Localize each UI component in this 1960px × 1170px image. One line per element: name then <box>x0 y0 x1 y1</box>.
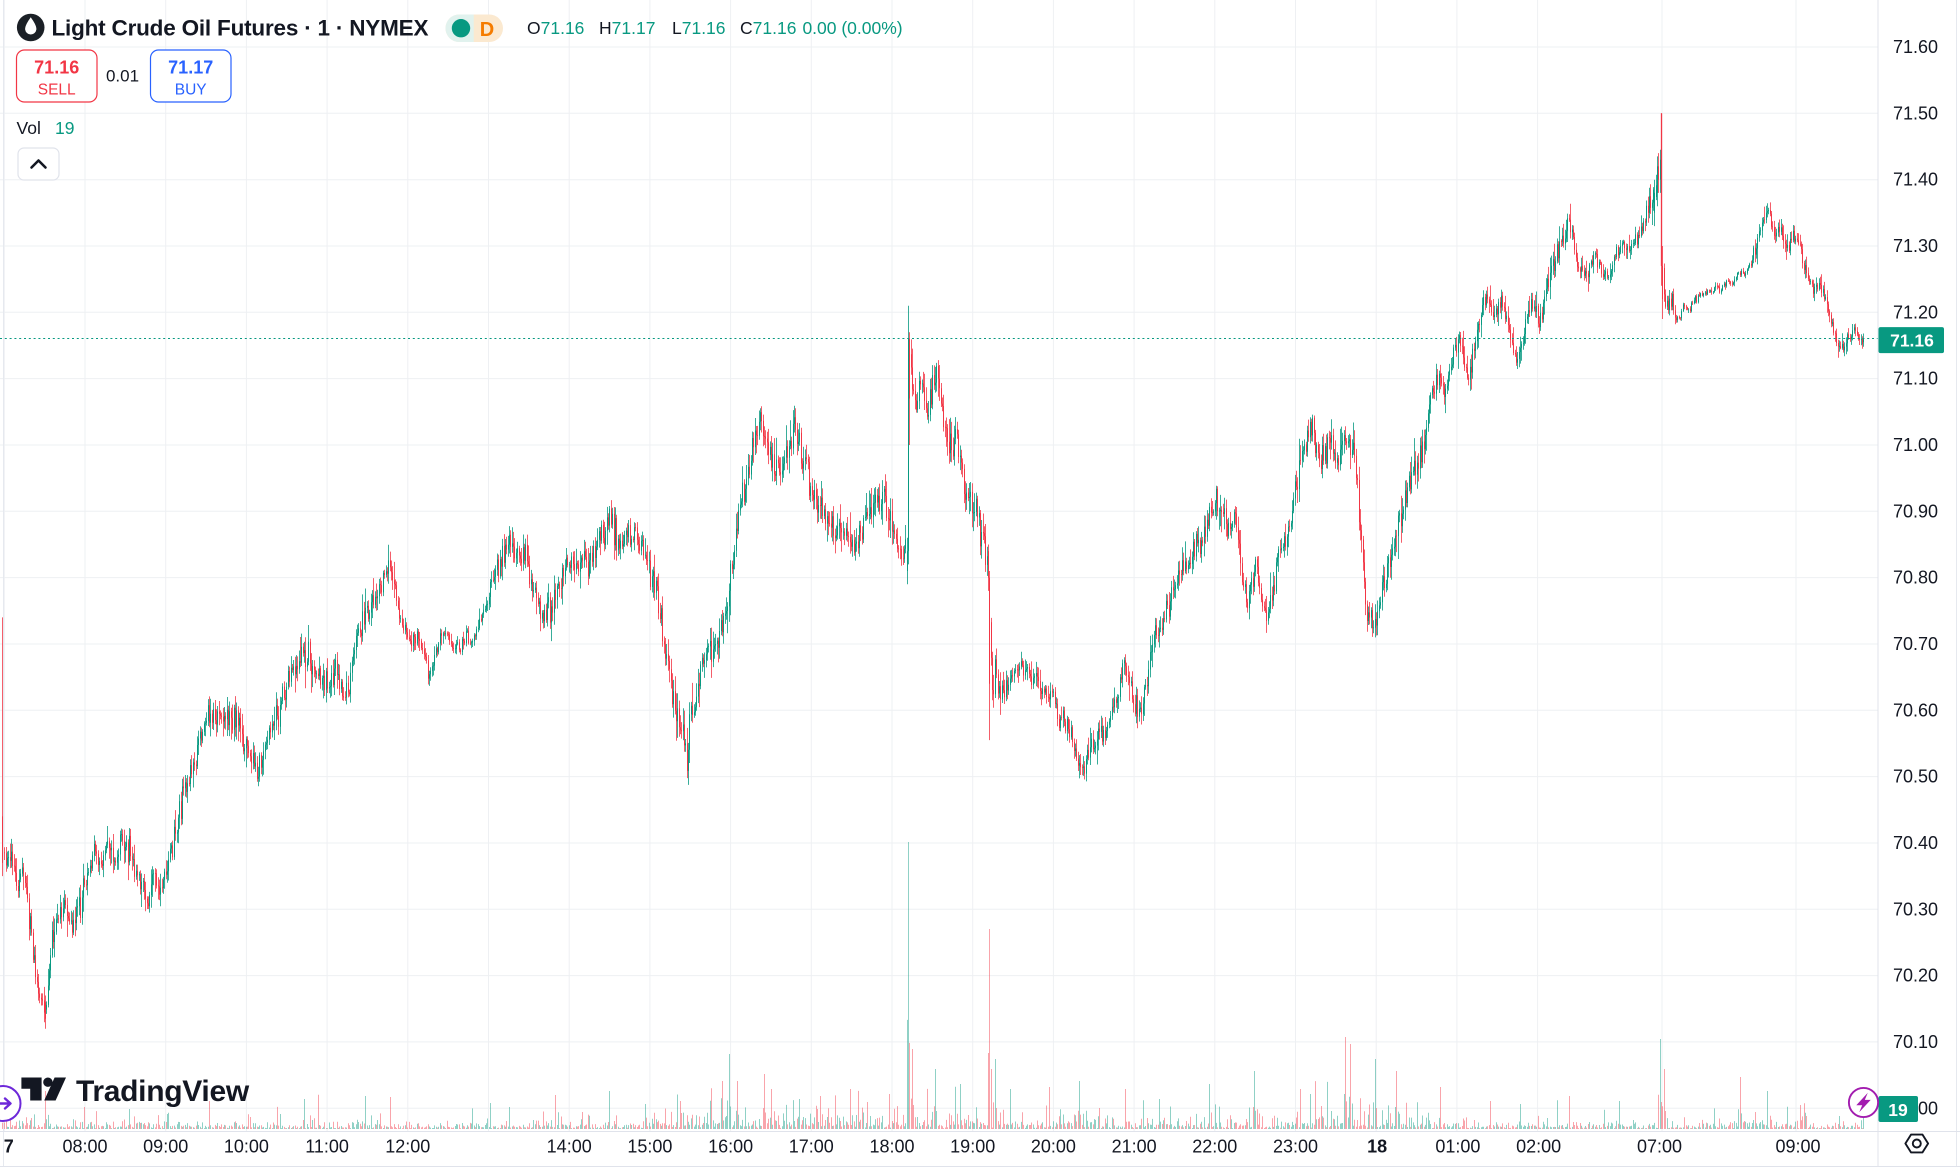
svg-text:70.90: 70.90 <box>1893 501 1938 521</box>
svg-text:16:00: 16:00 <box>708 1137 753 1157</box>
svg-text:71.17: 71.17 <box>168 58 213 78</box>
svg-text:H71.17: H71.17 <box>599 18 655 38</box>
svg-text:0.01: 0.01 <box>106 67 139 86</box>
svg-text:7: 7 <box>4 1137 14 1157</box>
svg-text:70.70: 70.70 <box>1893 634 1938 654</box>
svg-text:71.10: 71.10 <box>1893 369 1938 389</box>
svg-text:Vol: Vol <box>17 118 41 138</box>
svg-text:70.40: 70.40 <box>1893 833 1938 853</box>
svg-text:18: 18 <box>1367 1137 1387 1157</box>
svg-text:17:00: 17:00 <box>789 1137 834 1157</box>
svg-text:19:00: 19:00 <box>950 1137 995 1157</box>
svg-text:09:00: 09:00 <box>1775 1137 1820 1157</box>
svg-text:20:00: 20:00 <box>1031 1137 1076 1157</box>
svg-text:15:00: 15:00 <box>627 1137 672 1157</box>
svg-text:19: 19 <box>1888 1100 1908 1120</box>
svg-text:01:00: 01:00 <box>1435 1137 1480 1157</box>
svg-text:07:00: 07:00 <box>1637 1137 1682 1157</box>
svg-text:L71.16: L71.16 <box>672 18 726 38</box>
svg-text:23:00: 23:00 <box>1273 1137 1318 1157</box>
svg-text:70.80: 70.80 <box>1893 568 1938 588</box>
svg-text:SELL: SELL <box>38 82 76 99</box>
svg-text:71.30: 71.30 <box>1893 236 1938 256</box>
svg-text:71.20: 71.20 <box>1893 302 1938 322</box>
svg-text:22:00: 22:00 <box>1192 1137 1237 1157</box>
svg-text:71.40: 71.40 <box>1893 170 1938 190</box>
svg-text:19: 19 <box>55 118 74 138</box>
svg-text:12:00: 12:00 <box>385 1137 430 1157</box>
svg-text:71.60: 71.60 <box>1893 37 1938 57</box>
svg-text:71.16: 71.16 <box>1890 330 1934 350</box>
svg-text:71.16: 71.16 <box>34 58 79 78</box>
svg-text:09:00: 09:00 <box>143 1137 188 1157</box>
svg-text:O71.16: O71.16 <box>527 18 584 38</box>
svg-text:BUY: BUY <box>175 82 207 99</box>
svg-text:18:00: 18:00 <box>869 1137 914 1157</box>
svg-text:70.10: 70.10 <box>1893 1032 1938 1052</box>
svg-text:70.20: 70.20 <box>1893 966 1938 986</box>
svg-text:21:00: 21:00 <box>1112 1137 1157 1157</box>
svg-text:08:00: 08:00 <box>62 1137 107 1157</box>
svg-text:D: D <box>480 19 494 41</box>
svg-text:70.60: 70.60 <box>1893 700 1938 720</box>
svg-text:11:00: 11:00 <box>305 1137 349 1157</box>
svg-text:70.30: 70.30 <box>1893 899 1938 919</box>
svg-text:C71.160.00 (0.00%): C71.16 0.00 (0.00%) <box>740 18 903 38</box>
svg-text:TradingView: TradingView <box>76 1075 250 1108</box>
svg-text:10:00: 10:00 <box>224 1137 269 1157</box>
svg-text:70.50: 70.50 <box>1893 767 1938 787</box>
svg-text:14:00: 14:00 <box>547 1137 592 1157</box>
svg-text:02:00: 02:00 <box>1516 1137 1561 1157</box>
svg-text:71.50: 71.50 <box>1893 103 1938 123</box>
svg-text:71.00: 71.00 <box>1893 435 1938 455</box>
svg-text:Light Crude Oil Futures · 1 ·: Light Crude Oil Futures · 1 · NYMEX <box>52 16 429 41</box>
